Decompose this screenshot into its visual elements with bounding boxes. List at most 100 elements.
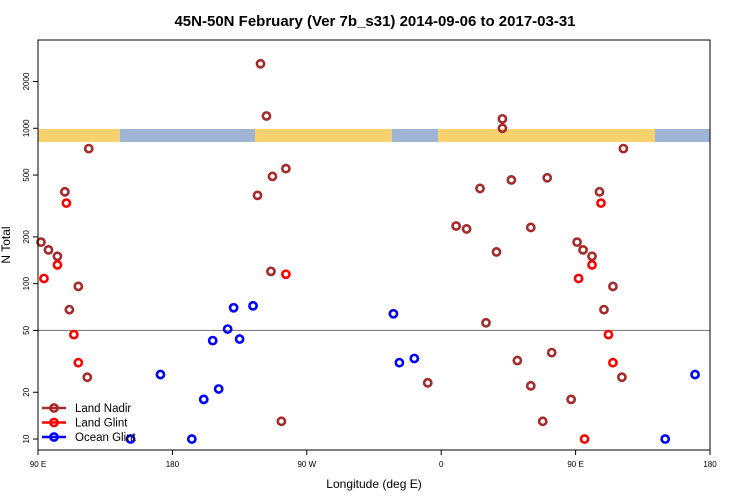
data-point xyxy=(252,190,263,201)
x-tick-label: 0 xyxy=(439,460,444,469)
data-point xyxy=(537,416,548,427)
data-point xyxy=(596,198,606,208)
y-tick-label: 200 xyxy=(22,230,31,244)
x-axis-label: Longitude (deg E) xyxy=(326,477,421,491)
data-point xyxy=(461,224,472,234)
data-point xyxy=(186,434,197,444)
data-point xyxy=(68,329,79,340)
data-point xyxy=(73,357,84,368)
data-point xyxy=(59,186,70,197)
y-tick-label: 100 xyxy=(22,276,31,290)
data-point xyxy=(43,244,54,255)
legend-label: Land Nadir xyxy=(75,403,131,415)
data-point xyxy=(573,273,584,284)
y-tick-label: 500 xyxy=(22,168,31,182)
y-tick-label: 1000 xyxy=(22,119,31,137)
data-point xyxy=(525,222,536,233)
data-point xyxy=(207,335,218,346)
data-point xyxy=(525,380,536,391)
data-point xyxy=(255,58,266,69)
data-point xyxy=(83,143,94,154)
data-point xyxy=(512,355,523,366)
data-point xyxy=(52,260,63,270)
land-segment xyxy=(438,129,655,142)
legend-marker xyxy=(49,432,59,442)
y-tick-label: 2000 xyxy=(22,72,31,90)
data-point xyxy=(280,163,291,174)
x-tick-label: 90 E xyxy=(567,460,583,469)
data-point xyxy=(451,221,462,231)
data-point xyxy=(497,123,508,134)
data-point xyxy=(608,357,618,368)
plot-frame xyxy=(37,39,711,451)
land-segment xyxy=(38,129,120,142)
data-point xyxy=(572,237,582,248)
data-point xyxy=(36,237,46,248)
legend-marker xyxy=(49,403,59,413)
data-point xyxy=(64,304,75,315)
data-point xyxy=(61,198,72,208)
data-point xyxy=(266,266,276,277)
data-point xyxy=(222,324,233,334)
legend-label: Land Glint xyxy=(75,418,128,430)
data-point xyxy=(506,175,517,185)
y-tick-label: 50 xyxy=(22,325,31,334)
legend-marker xyxy=(49,417,59,428)
data-point xyxy=(155,369,166,380)
data-point xyxy=(481,317,491,328)
data-point xyxy=(422,377,433,388)
x-tick-label: 180 xyxy=(703,460,717,469)
data-point xyxy=(608,281,618,292)
data-point xyxy=(690,369,700,380)
x-tick-label: 90 E xyxy=(30,460,46,469)
y-axis: 10 20 50 100 200 500 1000 2000 xyxy=(22,72,38,443)
y-tick-label: 20 xyxy=(22,387,31,396)
data-point xyxy=(52,251,63,262)
x-tick-label: 90 W xyxy=(297,460,316,469)
data-point xyxy=(409,353,420,364)
data-point xyxy=(234,334,245,344)
data-point xyxy=(497,113,508,124)
data-point xyxy=(82,372,93,383)
data-points xyxy=(36,58,700,444)
data-point xyxy=(261,111,272,121)
world-map-band xyxy=(38,129,710,142)
data-point xyxy=(660,434,671,444)
data-point xyxy=(603,329,614,340)
data-point xyxy=(491,247,502,257)
data-point xyxy=(618,143,629,154)
y-tick-label: 10 xyxy=(22,434,31,443)
data-point xyxy=(213,384,224,394)
data-point xyxy=(388,308,399,319)
data-point xyxy=(579,434,590,444)
chart-title: 45N-50N February (Ver 7b_s31) 2014-09-06… xyxy=(174,13,575,30)
land-segment xyxy=(255,129,392,142)
x-axis: 90 E 180 90 W 0 90 E 180 xyxy=(30,450,717,469)
data-point xyxy=(198,394,209,405)
data-point xyxy=(276,416,287,427)
data-point xyxy=(542,172,553,183)
data-point xyxy=(475,183,485,194)
legend: Land Nadir Land Glint Ocean Glint xyxy=(42,403,137,444)
data-point xyxy=(267,171,278,182)
data-point xyxy=(280,269,291,280)
data-point xyxy=(599,304,609,315)
data-point xyxy=(587,260,597,270)
data-point xyxy=(125,434,136,444)
data-point xyxy=(228,302,239,313)
legend-entry: Ocean Glint xyxy=(42,432,137,444)
data-point xyxy=(248,300,258,311)
y-axis-label: N Total xyxy=(0,226,13,263)
data-point xyxy=(594,186,605,197)
data-point xyxy=(587,251,597,262)
x-tick-label: 180 xyxy=(166,460,180,469)
legend-label: Ocean Glint xyxy=(75,432,137,444)
data-point xyxy=(73,281,84,292)
legend-entry: Land Nadir xyxy=(42,403,131,415)
data-point xyxy=(566,394,577,405)
data-point xyxy=(394,357,405,368)
legend-entry: Land Glint xyxy=(42,418,128,430)
data-point xyxy=(39,273,49,284)
data-point xyxy=(546,347,557,358)
